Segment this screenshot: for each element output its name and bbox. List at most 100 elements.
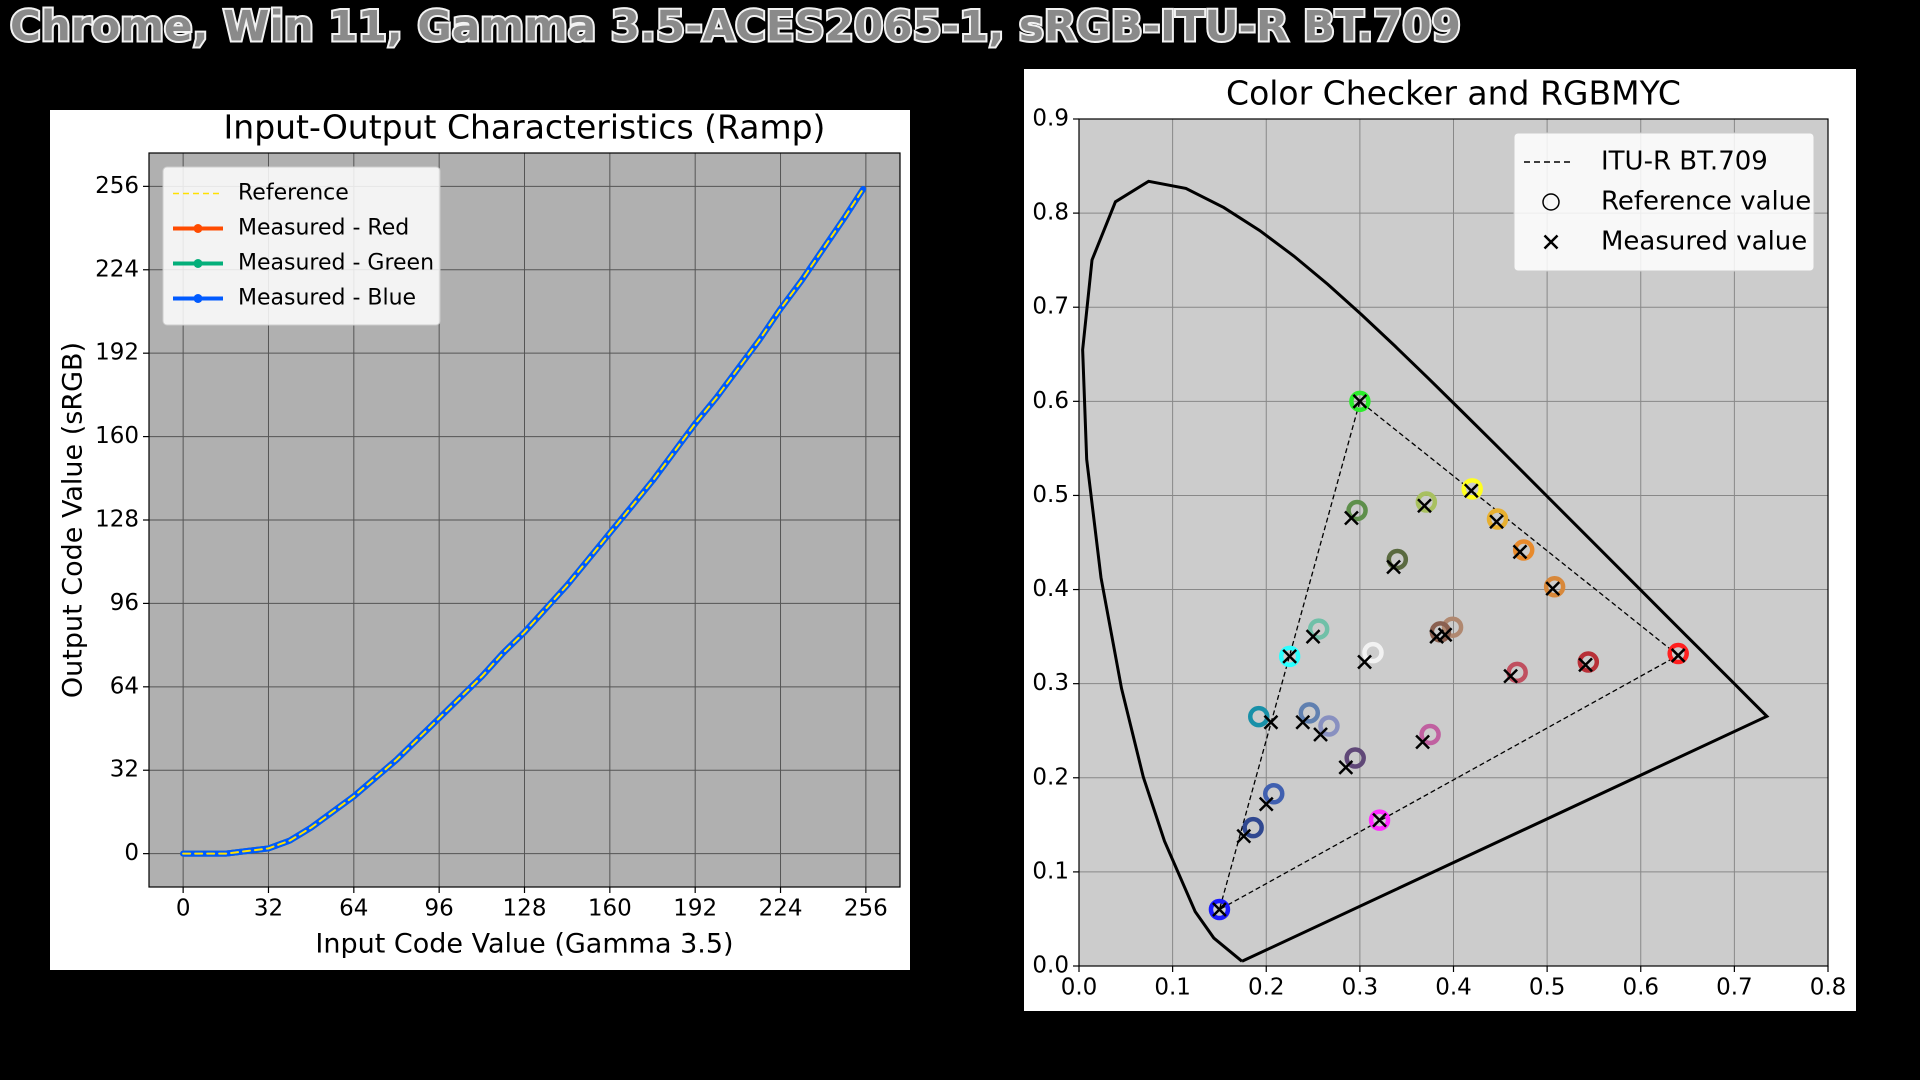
x-tick-label: 0.5 [1529, 975, 1566, 1001]
measured-point [1512, 544, 1528, 560]
legend-swatch-dot [193, 259, 203, 268]
legend-label: ITU-R BT.709 [1601, 147, 1768, 177]
gamut-triangle [1218, 400, 1679, 911]
y-tick-label: 96 [110, 590, 139, 616]
reference-point [1486, 508, 1509, 530]
y-tick-label: 0.4 [1032, 576, 1069, 602]
chart-title: Color Checker and RGBMYC [1226, 74, 1681, 113]
y-axis-label: Output Code Value (sRGB) [58, 342, 89, 698]
legend-swatch [1543, 234, 1559, 250]
measured-point [1236, 828, 1252, 844]
x-tick-label: 0.4 [1435, 975, 1472, 1001]
y-tick-label: 64 [110, 673, 139, 699]
y-tick-label: 0.2 [1032, 764, 1069, 790]
measured-point [1313, 727, 1328, 742]
measured-point [1503, 668, 1518, 684]
reference-point [1278, 645, 1301, 668]
spectral-locus [1081, 179, 1770, 963]
measured-point [1282, 648, 1298, 664]
x-tick-label: 0.6 [1622, 975, 1659, 1001]
y-tick-label: 0.6 [1032, 388, 1069, 414]
measured-point [1357, 654, 1372, 670]
legend: Reference Measured - Red Measured - Green M… [162, 166, 441, 326]
reference-point [1543, 575, 1566, 598]
reference-point [1318, 715, 1340, 737]
y-tick-label: 0.5 [1032, 482, 1069, 508]
legend: ITU-R BT.709 Reference value Measured valu… [1513, 132, 1815, 272]
legend-label: Measured value [1601, 227, 1807, 257]
measured-point [1295, 714, 1311, 730]
plot-frame [148, 152, 901, 888]
reference-point [1415, 491, 1438, 513]
x-tick-label: 64 [339, 896, 368, 922]
measured-point [1463, 483, 1479, 499]
reference-point [1262, 783, 1285, 805]
page-title: Chrome, Win 11, Gamma 3.5-ACES2065-1, sR… [10, 2, 1461, 51]
measured-point [1352, 393, 1368, 409]
reference-point [1667, 642, 1689, 665]
legend-box [1513, 132, 1815, 272]
x-tick-label: 0 [176, 896, 191, 922]
legend-swatch [1542, 193, 1560, 211]
y-tick-label: 192 [95, 340, 139, 366]
plot-marks [180, 185, 867, 857]
y-tick-label: 128 [95, 507, 139, 533]
measured-point [1386, 559, 1401, 575]
chart-title: Input-Output Characteristics (Ramp) [224, 108, 826, 147]
x-tick-label: 256 [844, 896, 888, 922]
measured-point [1415, 734, 1430, 750]
reference-point [1248, 705, 1270, 728]
reference-point [1346, 499, 1368, 522]
x-tick-label: 0.3 [1342, 975, 1379, 1001]
y-tick-label: 0.9 [1032, 106, 1069, 132]
x-tick-label: 32 [254, 896, 283, 922]
reference-point [1441, 616, 1464, 638]
x-tick-label: 0.7 [1716, 975, 1753, 1001]
y-tick-label: 224 [95, 256, 139, 282]
measured-point [1338, 760, 1354, 775]
measured-point [1489, 514, 1504, 530]
measured-point [1263, 714, 1279, 730]
x-tick-label: 0.2 [1248, 975, 1285, 1001]
chart: Input-Output Characteristics (Ramp) 0 32 64… [50, 108, 910, 970]
series-line [182, 187, 865, 855]
reference-point [1349, 390, 1371, 413]
y-tick-label: 256 [95, 173, 139, 199]
measured-point [1212, 902, 1227, 917]
x-tick-label: 192 [673, 896, 717, 922]
x-tick-label: 0.1 [1154, 975, 1191, 1001]
measured-point [1670, 648, 1686, 663]
reference-point [1386, 548, 1409, 571]
reference-point [1242, 816, 1264, 839]
reference-point [1506, 661, 1528, 684]
measured-point [1417, 498, 1432, 514]
y-tick-label: 0.3 [1032, 670, 1069, 696]
legend-swatch-dot [193, 224, 203, 233]
legend-swatch-dot [193, 294, 203, 303]
plot-marks [1081, 179, 1770, 963]
y-tick-label: 160 [95, 423, 139, 449]
y-tick-label: 0.1 [1032, 858, 1069, 884]
plot-frame [1078, 118, 1829, 967]
reference-point [1208, 898, 1231, 921]
x-tick-label: 224 [759, 896, 803, 922]
legend-label: Reference value [1601, 187, 1811, 217]
reference-point [1419, 723, 1441, 746]
y-tick-label: 0.0 [1032, 953, 1069, 979]
reference-point [1362, 641, 1384, 664]
measured-point [1429, 629, 1445, 644]
reference-point [1344, 747, 1366, 769]
x-tick-label: 128 [503, 896, 547, 922]
measured-point [1305, 629, 1321, 644]
measured-point [1344, 510, 1359, 526]
legend-label: Measured - Red [238, 216, 409, 241]
reference-point [1512, 539, 1535, 561]
reference-point [1461, 478, 1483, 500]
y-tick-label: 0 [124, 840, 139, 866]
measured-point [1545, 581, 1561, 596]
y-tick-label: 0.7 [1032, 294, 1069, 320]
x-tick-label: 160 [588, 896, 632, 922]
measured-point [1372, 812, 1387, 828]
legend-label: Measured - Blue [238, 286, 416, 311]
